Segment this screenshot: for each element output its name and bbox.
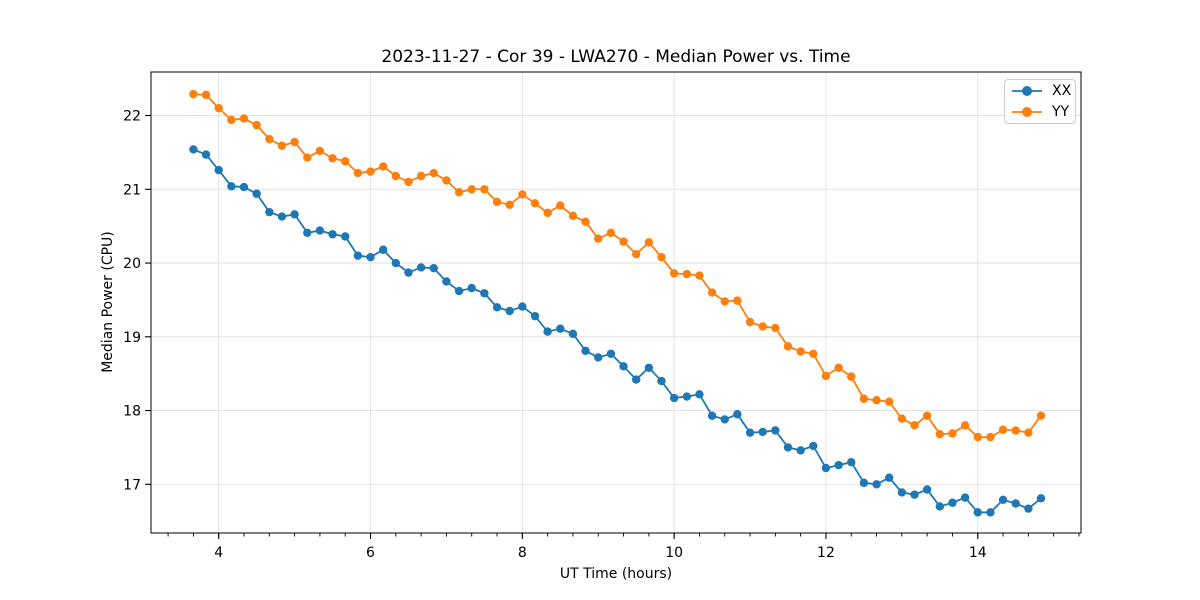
legend-line-marker-icon [1012,86,1042,97]
legend-line-marker-icon [1012,106,1042,117]
svg-text:14: 14 [969,545,987,561]
svg-text:6: 6 [366,545,375,561]
series-XX [189,145,1046,517]
svg-text:12: 12 [817,545,835,561]
legend-label-xx: XX [1052,83,1072,100]
axes-spines [150,71,1082,534]
series-YY [189,89,1046,442]
svg-text:22: 22 [123,109,141,125]
svg-text:19: 19 [123,330,141,346]
legend-label-yy: YY [1052,103,1070,120]
x-axis-ticks: 4 6 8 10 12 14 [167,533,1080,561]
grid-lines [151,72,1081,533]
svg-text:21: 21 [123,182,141,198]
svg-text:20: 20 [123,256,141,272]
x-axis-label: UT Time (hours) [559,566,673,582]
legend: XX YY [1004,79,1076,124]
svg-text:4: 4 [214,545,223,561]
svg-text:10: 10 [665,545,683,561]
svg-text:18: 18 [123,404,141,420]
svg-text:17: 17 [123,477,141,493]
y-axis-label: Median Power (CPU) [100,231,116,373]
legend-item-xx: XX [1011,81,1075,101]
svg-text:8: 8 [518,545,527,561]
y-axis-ticks: 17 18 19 20 21 22 [123,109,151,493]
chart-title: 2023-11-27 - Cor 39 - LWA270 - Median Po… [381,47,851,67]
legend-item-yy: YY [1011,102,1075,122]
